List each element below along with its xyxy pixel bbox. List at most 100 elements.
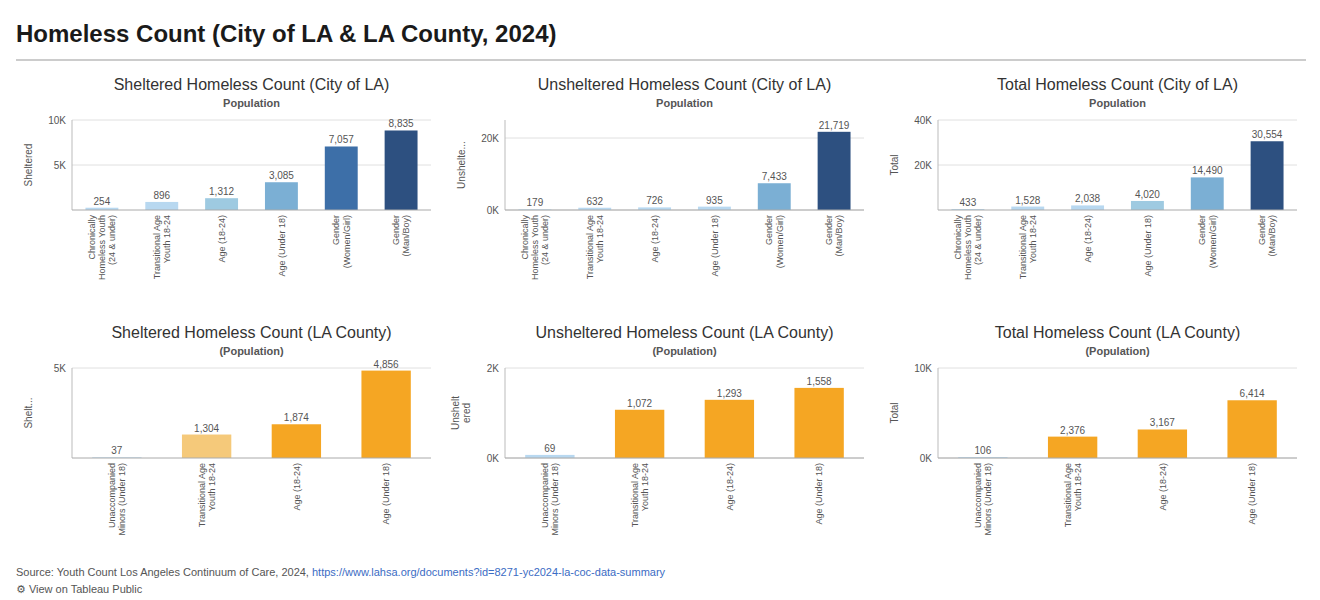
bar-group <box>525 388 844 458</box>
y-tick-label: 0K <box>920 453 933 464</box>
chart-title: Total Homeless Count (City of LA) <box>997 76 1238 93</box>
x-tick-label: Age (Under 18) <box>1143 215 1153 277</box>
chart-root: Homeless Count (City of LA & LA County, … <box>0 0 1320 600</box>
y-tick-label: 10K <box>914 363 932 374</box>
data-label: 7,433 <box>762 171 787 182</box>
bar <box>182 435 231 458</box>
data-label: 2,376 <box>1060 425 1085 436</box>
bar <box>1011 207 1044 210</box>
x-tick-label: Transitional AgeYouth 18-24 <box>585 215 605 279</box>
axis-label: Sheltered <box>23 144 34 187</box>
bar <box>1138 429 1187 458</box>
chart-panel: Sheltered Homeless Count (LA County)(Pop… <box>23 324 432 536</box>
bar-group <box>92 371 411 458</box>
x-tick-label: Age (18-24) <box>217 215 227 263</box>
bar <box>265 182 298 210</box>
bar <box>1048 437 1097 458</box>
x-tick-label: Age (18-24) <box>1158 463 1168 511</box>
bar <box>1071 205 1104 210</box>
chart-panel: Total Homeless Count (LA County)(Populat… <box>889 324 1298 536</box>
bar <box>615 410 664 458</box>
x-tick-label: Gender(Man/Boy) <box>824 215 844 257</box>
x-tick-label: Transitional AgeYouth 18-24 <box>1063 463 1083 527</box>
bar-group <box>958 400 1277 458</box>
x-tick-label: Age (Under 18) <box>814 463 824 525</box>
x-tick-label: Age (18-24) <box>650 215 660 263</box>
y-axis-line <box>938 120 939 210</box>
data-label: 8,835 <box>389 118 414 129</box>
data-label: 726 <box>646 195 663 206</box>
axis-label: Population <box>656 97 713 109</box>
source-link: https://www.lahsa.org/documents?id=8271-… <box>312 566 666 578</box>
y-axis-line <box>505 120 506 210</box>
x-tick-label: Age (Under 18) <box>1247 463 1257 525</box>
data-label: 935 <box>706 195 723 206</box>
chart-title: Sheltered Homeless Count (City of LA) <box>114 76 390 93</box>
title-rule <box>16 60 1306 61</box>
data-label: 106 <box>975 445 992 456</box>
page-title: Homeless Count (City of LA & LA County, … <box>16 20 556 47</box>
x-axis-line <box>938 458 1297 459</box>
x-tick-label: Age (Under 18) <box>277 215 287 277</box>
grid-line <box>938 368 1297 369</box>
bar <box>361 371 410 458</box>
x-tick-label: Age (18-24) <box>292 463 302 511</box>
data-label: 1,528 <box>1015 195 1040 206</box>
x-tick-label: Transitional AgeYouth 18-24 <box>197 463 217 527</box>
x-tick-label: ChronicallyHomeless Youth(24 & under) <box>520 215 551 281</box>
chart-panel: Total Homeless Count (City of LA) Populat… <box>889 76 1298 280</box>
x-tick-label: Age (Under 18) <box>381 463 391 525</box>
x-tick-label: Gender(Women/Girl) <box>331 215 351 268</box>
axis-label: Unshelte... <box>456 141 467 189</box>
grid-line <box>938 120 1297 121</box>
x-tick-label: Gender(Man/Boy) <box>1257 215 1277 257</box>
axis-label: (Population) <box>652 345 716 357</box>
grid-line <box>505 368 864 369</box>
bar <box>205 198 238 210</box>
data-label: 4,020 <box>1135 189 1160 200</box>
bar <box>1251 141 1284 210</box>
bar <box>325 146 358 210</box>
data-label: 7,057 <box>329 134 354 145</box>
grid-line <box>938 165 1297 166</box>
x-axis-line <box>72 210 431 211</box>
bar <box>1227 400 1276 458</box>
axis-label: (Population) <box>1085 345 1149 357</box>
y-axis-line <box>505 368 506 458</box>
x-tick-label: Age (Under 18) <box>710 215 720 277</box>
axis-label: Total <box>889 402 900 423</box>
source-line: Source: Youth Count Los Angeles Continuu… <box>16 566 666 578</box>
x-tick-label: UnaccompaniedMinors (Under 18) <box>107 463 127 536</box>
grid-line <box>505 458 864 459</box>
chart-title: Unsheltered Homeless Count (City of LA) <box>538 76 831 93</box>
data-label: 2,038 <box>1075 193 1100 204</box>
bar <box>818 132 851 210</box>
data-label: 1,312 <box>209 186 234 197</box>
data-label: 1,072 <box>627 398 652 409</box>
x-tick-label: Transitional AgeYouth 18-24 <box>152 215 172 279</box>
x-tick-label: Transitional AgeYouth 18-24 <box>1018 215 1038 279</box>
data-label: 6,414 <box>1240 388 1265 399</box>
data-label: 896 <box>153 190 170 201</box>
bar <box>1191 177 1224 210</box>
data-label: 69 <box>544 443 556 454</box>
bar <box>272 424 321 458</box>
bar <box>758 183 791 210</box>
x-tick-label: Gender(Women/Girl) <box>764 215 784 268</box>
axis-label: Population <box>223 97 280 109</box>
x-axis-line <box>72 458 431 459</box>
bar <box>385 130 418 210</box>
bar <box>705 400 754 458</box>
x-tick-label: UnaccompaniedMinors (Under 18) <box>540 463 560 536</box>
x-tick-label: Age (18-24) <box>1083 215 1093 263</box>
x-tick-label: Age (18-24) <box>725 463 735 511</box>
data-label: 21,719 <box>819 120 850 131</box>
chart-title: Unsheltered Homeless Count (LA County) <box>536 324 834 341</box>
data-label: 3,085 <box>269 170 294 181</box>
bar <box>794 388 843 458</box>
data-label: 1,874 <box>284 412 309 423</box>
x-axis-line <box>505 458 864 459</box>
axis-label: Population <box>1089 97 1146 109</box>
x-tick-label: ChronicallyHomeless Youth(24 & under) <box>87 215 118 281</box>
data-label: 14,490 <box>1192 165 1223 176</box>
